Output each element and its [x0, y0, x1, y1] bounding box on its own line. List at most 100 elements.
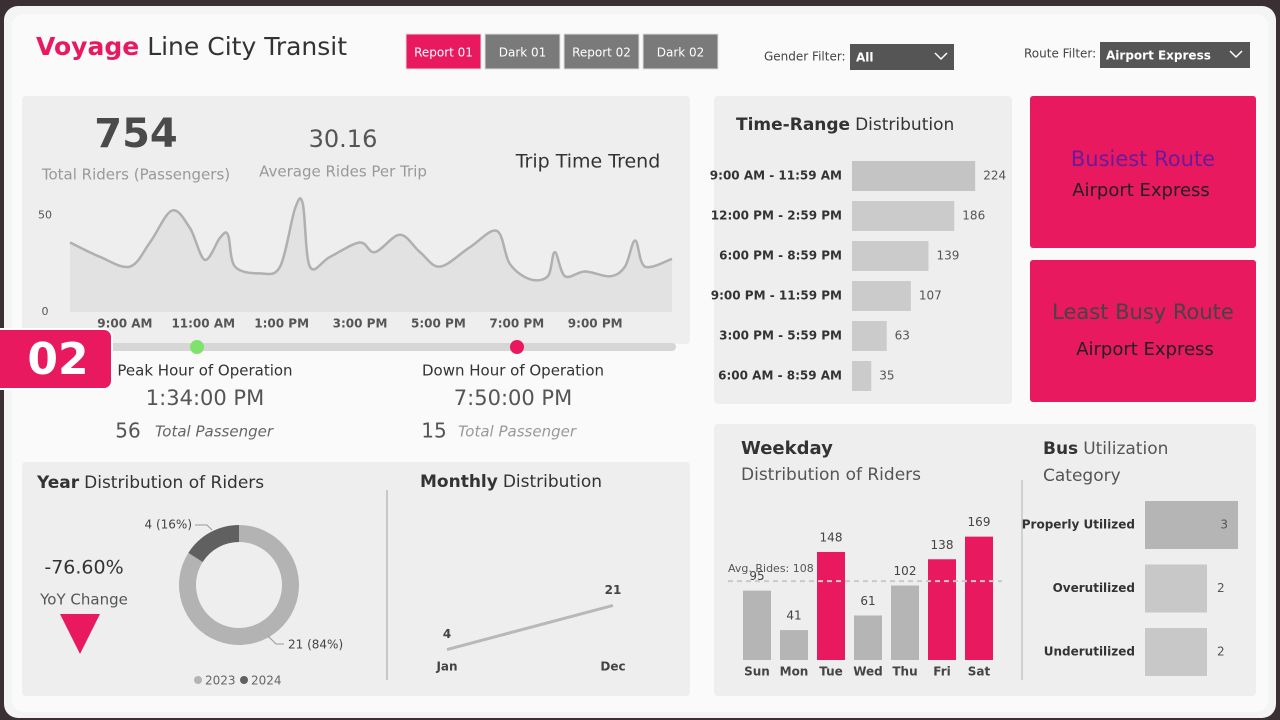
category-label: Underutilized: [1044, 645, 1135, 659]
data-label: 21 (84%): [288, 638, 343, 652]
x-tick-label: Thu: [892, 665, 917, 679]
count-label: Total Passenger: [458, 423, 577, 441]
tab[interactable]: [642, 33, 719, 70]
title-part: Time-Range: [736, 115, 850, 135]
title-part: Voyage: [36, 32, 139, 61]
category-label: 9:00 PM - 11:59 PM: [711, 289, 842, 303]
y-tick-label: 0: [42, 305, 49, 318]
dropdown-arrow: [934, 52, 948, 61]
x-tick-label: Mon: [780, 665, 809, 679]
tab[interactable]: [405, 33, 482, 70]
value-label: 41: [786, 609, 801, 623]
dropdown-value: Airport Express: [1106, 49, 1211, 63]
legend-swatch: [194, 676, 202, 684]
value-label: 224: [983, 169, 1006, 183]
chart-title: Year Distribution of Riders: [36, 473, 264, 493]
category-label: Overutilized: [1053, 581, 1135, 595]
bar: [891, 585, 919, 660]
x-tick-label: Fri: [933, 665, 950, 679]
chart-title: Bus Utilization: [1043, 439, 1168, 459]
value-label: 102: [894, 564, 917, 578]
chart-title: Weekday: [741, 438, 833, 459]
leader-line: [267, 635, 284, 645]
category-label: 3:00 PM - 5:59 PM: [719, 329, 842, 343]
chart-title: Monthly Distribution: [420, 472, 602, 492]
title-part: Monthly: [420, 472, 498, 492]
count: 56: [115, 419, 140, 443]
value-label: 3: [1220, 518, 1228, 532]
gender-dropdown[interactable]: [850, 44, 954, 70]
kpi-label: Total Riders (Passengers): [41, 166, 230, 184]
count-label: Total Passenger: [155, 423, 274, 441]
tab-label: Report 01: [414, 46, 473, 60]
donut-slice: [188, 525, 239, 562]
card-label: Least Busy Route: [1052, 300, 1234, 324]
card-label: Busiest Route: [1071, 147, 1215, 171]
value-label: 2: [1217, 581, 1225, 595]
x-tick-label: 5:00 PM: [411, 317, 466, 331]
category-label: Properly Utilized: [1022, 518, 1135, 532]
trend-area: [70, 198, 672, 312]
title-part: Distribution: [855, 115, 954, 135]
legend-swatch: [240, 676, 248, 684]
value-label: 138: [931, 538, 954, 552]
category-label: 6:00 AM - 8:59 AM: [718, 369, 842, 383]
value-label: 35: [879, 369, 894, 383]
donut-chart: 4 (16%) 21 (84%) 2023 2024: [145, 518, 344, 688]
x-tick-label: Tue: [819, 665, 843, 679]
x-tick-label: 1:00 PM: [254, 317, 309, 331]
badge: [0, 328, 113, 390]
bar: [1145, 628, 1207, 676]
x-tick-label: Sun: [744, 665, 770, 679]
kpi-label: Average Rides Per Trip: [259, 163, 427, 181]
title-part: Distribution: [503, 472, 602, 492]
tab[interactable]: [563, 33, 640, 70]
tab-label: Dark 01: [499, 46, 547, 60]
time: 1:34:00 PM: [146, 386, 264, 410]
tab-label: Dark 02: [657, 46, 705, 60]
busiest-card: [1030, 96, 1256, 248]
tab-label: Report 02: [572, 46, 631, 60]
slider-handle[interactable]: [190, 340, 204, 354]
x-tick-label: Dec: [600, 660, 625, 674]
bar: [965, 536, 993, 660]
title-part: Distribution of Riders: [84, 473, 264, 493]
kpi-value: 754: [94, 111, 178, 157]
value-label: 61: [860, 594, 875, 608]
tab[interactable]: [484, 33, 561, 70]
y-tick-label: 50: [38, 208, 52, 221]
time: 7:50:00 PM: [454, 386, 572, 410]
value-label: 2: [1217, 645, 1225, 659]
kpi-value: 30.16: [309, 125, 378, 153]
label: Peak Hour of Operation: [117, 362, 292, 380]
trend-line: [69, 197, 673, 282]
bar: [852, 361, 872, 391]
bar: [852, 241, 929, 271]
x-tick-label: Wed: [853, 665, 883, 679]
least-busy-card: [1030, 260, 1256, 402]
x-tick-label: Sat: [968, 665, 991, 679]
slider-handle[interactable]: [510, 340, 524, 354]
time-range-chart: 9:00 AM - 11:59 AM 224 12:00 PM - 2:59 PM 1…: [710, 161, 1006, 391]
leader-line: [195, 524, 213, 531]
bar: [928, 559, 956, 660]
card-value: Airport Express: [1072, 180, 1210, 201]
legend-label: 2023: [205, 674, 236, 688]
value-label: 186: [962, 209, 985, 223]
bar: [817, 551, 845, 660]
x-tick-label: 9:00 PM: [568, 317, 623, 331]
card-value: Airport Express: [1076, 339, 1214, 360]
bar: [852, 201, 955, 231]
title-part: Line City: [147, 32, 256, 61]
filter-label: Route Filter:: [1024, 47, 1096, 61]
weekday-chart: 95 Sun 41 Mon 148 Tue 61 Wed 102 Thu 138 Fri 169 Sat A…: [728, 515, 1002, 679]
data-label: 4 (16%): [145, 518, 192, 532]
route-dropdown[interactable]: [1100, 42, 1250, 68]
bar: [1145, 501, 1238, 549]
trend-chart: 0 50 9:00 AM 11:00 AM 1:00 PM 3:00 PM 5:00 PM 7…: [38, 197, 673, 331]
category-label: 12:00 PM - 2:59 PM: [711, 209, 842, 223]
category-label: 9:00 AM - 11:59 AM: [710, 169, 842, 183]
value-label: 63: [895, 329, 910, 343]
bar: [743, 590, 771, 660]
